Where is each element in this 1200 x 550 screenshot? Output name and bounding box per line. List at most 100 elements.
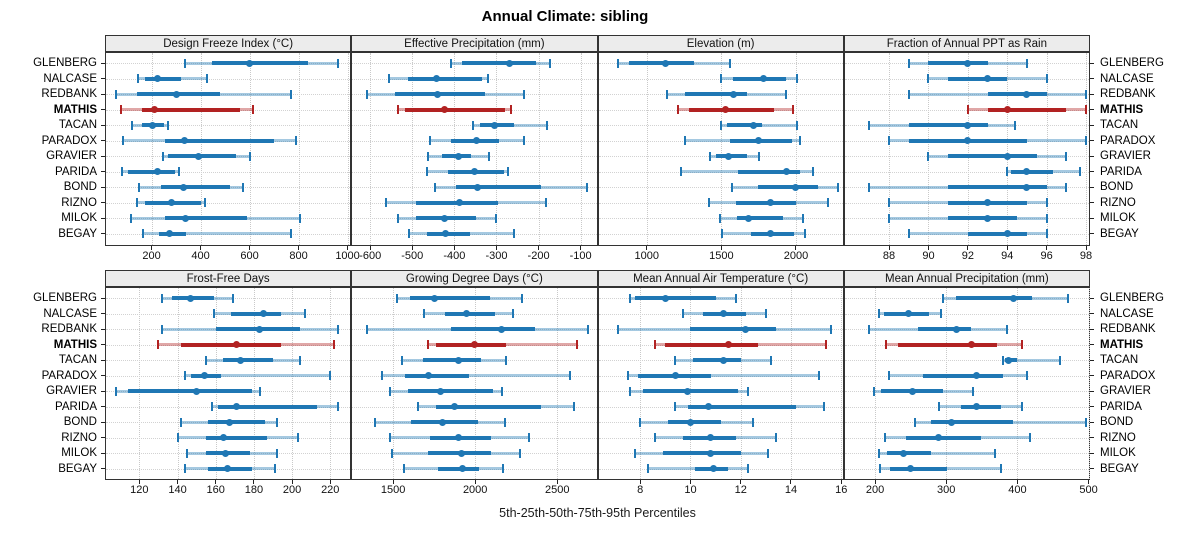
station-tick bbox=[1090, 468, 1094, 469]
cap-p95 bbox=[248, 151, 251, 161]
cap-p95 bbox=[500, 386, 503, 396]
cap-p5 bbox=[138, 182, 141, 192]
gridline-v bbox=[200, 53, 202, 245]
cap-p5 bbox=[161, 324, 164, 334]
station-tick bbox=[1090, 186, 1094, 188]
band-25-75 bbox=[128, 169, 175, 174]
x-tick bbox=[1016, 480, 1018, 484]
cap-p5 bbox=[888, 198, 891, 207]
median-dot bbox=[1023, 168, 1031, 175]
median-dot bbox=[154, 168, 162, 175]
row-guide bbox=[598, 422, 843, 423]
panel-plot bbox=[351, 52, 598, 246]
station-label-right: PARIDA bbox=[1100, 400, 1142, 413]
x-tick bbox=[888, 246, 890, 250]
station-tick bbox=[101, 171, 105, 172]
station-label-left: GRAVIER bbox=[46, 385, 97, 397]
gridline-v bbox=[721, 53, 723, 245]
band-25-75 bbox=[961, 404, 1002, 409]
cap-p95 bbox=[764, 309, 767, 318]
x-tick bbox=[249, 246, 251, 250]
cap-p95 bbox=[825, 340, 828, 349]
gridline-v bbox=[928, 53, 930, 245]
cap-p5 bbox=[674, 355, 677, 365]
station-tick bbox=[101, 313, 105, 314]
cap-p5 bbox=[941, 293, 944, 303]
station-label-right: RIZNO bbox=[1100, 196, 1136, 209]
cap-p5 bbox=[907, 89, 910, 99]
x-tick-label: 2500 bbox=[545, 484, 570, 496]
row-guide bbox=[844, 313, 1089, 315]
cap-p5 bbox=[426, 340, 429, 349]
cap-p95 bbox=[1079, 167, 1082, 176]
gridline-v bbox=[740, 288, 742, 479]
x-tick-label: 8 bbox=[637, 484, 644, 496]
cap-p5 bbox=[730, 182, 733, 192]
band-25-75 bbox=[948, 154, 1037, 158]
median-dot bbox=[791, 183, 799, 191]
cap-p5 bbox=[634, 448, 637, 458]
cap-p95 bbox=[520, 293, 523, 303]
band-25-75 bbox=[223, 358, 273, 362]
median-dot bbox=[200, 372, 208, 379]
median-dot bbox=[187, 294, 195, 302]
band-25-75 bbox=[692, 358, 741, 362]
gridline-v bbox=[370, 53, 372, 245]
gridline-v bbox=[538, 53, 540, 245]
station-tick bbox=[101, 109, 105, 110]
x-tick-label: -300 bbox=[485, 250, 508, 262]
x-tick-label: -500 bbox=[401, 250, 424, 262]
cap-p95 bbox=[522, 136, 525, 145]
row-guide bbox=[844, 468, 1089, 470]
cap-p5 bbox=[374, 417, 377, 427]
median-dot bbox=[490, 121, 498, 129]
cap-p95 bbox=[333, 340, 336, 349]
gridline-v bbox=[1088, 288, 1090, 479]
cap-p5 bbox=[389, 433, 392, 442]
cap-p5 bbox=[122, 136, 125, 145]
station-tick bbox=[1090, 359, 1094, 361]
cap-p5 bbox=[365, 89, 368, 99]
median-dot bbox=[256, 325, 264, 333]
x-tick bbox=[580, 246, 582, 250]
median-dot bbox=[724, 152, 732, 160]
station-tick bbox=[1090, 217, 1094, 219]
band-25-75 bbox=[688, 107, 774, 112]
cap-p5 bbox=[130, 120, 133, 130]
chart-title: Annual Climate: sibling bbox=[481, 8, 649, 25]
cap-p5 bbox=[719, 213, 722, 223]
panel-strip: Growing Degree Days (°C) bbox=[351, 270, 598, 287]
cap-p5 bbox=[157, 340, 160, 349]
cap-p5 bbox=[679, 167, 682, 176]
station-tick bbox=[101, 328, 105, 330]
x-tick-label: 1000 bbox=[634, 250, 659, 262]
median-dot bbox=[219, 434, 227, 441]
median-dot bbox=[662, 59, 670, 67]
cap-p95 bbox=[1025, 58, 1028, 68]
gridline-v bbox=[215, 288, 217, 479]
cap-p95 bbox=[1066, 293, 1069, 303]
x-tick-label: -400 bbox=[443, 250, 466, 262]
station-label-right: PARADOX bbox=[1100, 134, 1156, 147]
cap-p95 bbox=[1006, 324, 1009, 334]
median-dot bbox=[661, 294, 669, 302]
band-25-75 bbox=[930, 420, 1014, 424]
cap-p5 bbox=[397, 213, 400, 223]
median-dot bbox=[973, 372, 981, 379]
cap-p95 bbox=[767, 448, 770, 458]
gridline-v bbox=[946, 288, 948, 479]
station-label-left: TACAN bbox=[58, 119, 97, 131]
x-tick-label: 200 bbox=[865, 484, 885, 496]
station-label-right: NALCASE bbox=[1100, 307, 1154, 320]
panel-strip: Mean Annual Precipitation (mm) bbox=[843, 270, 1090, 287]
band-25-75 bbox=[181, 342, 281, 347]
row-guide bbox=[844, 453, 1089, 454]
gridline-v bbox=[640, 288, 642, 479]
cap-p95 bbox=[296, 433, 299, 442]
cap-p95 bbox=[502, 464, 505, 473]
median-dot bbox=[968, 341, 976, 348]
median-dot bbox=[671, 372, 679, 379]
station-tick bbox=[1090, 406, 1094, 407]
x-tick-label: 98 bbox=[1079, 250, 1093, 262]
panel-plot bbox=[105, 287, 352, 480]
